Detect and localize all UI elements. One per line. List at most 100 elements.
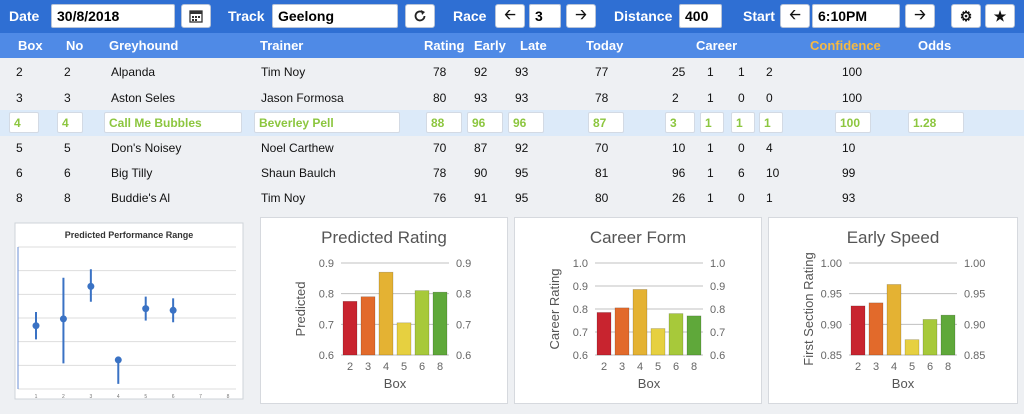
- col-greyhound[interactable]: Greyhound: [109, 38, 179, 53]
- bar: [922, 319, 938, 356]
- x-tick-label: 8: [945, 361, 951, 373]
- cell-trainer: Shaun Baulch: [261, 166, 336, 180]
- x-tick-label: 3: [89, 394, 92, 400]
- early-speed-panel: Early Speed 0.85 0.85 0.90 0.90 0.95 0.95 1.00…: [768, 217, 1018, 404]
- favorite-button[interactable]: ★: [985, 4, 1015, 28]
- cell-rating: 70: [433, 141, 447, 155]
- cell-trainer[interactable]: Beverley Pell: [254, 112, 400, 133]
- cell-box[interactable]: 4: [9, 112, 39, 133]
- calendar-button[interactable]: [181, 4, 211, 28]
- bar: [342, 301, 358, 356]
- cell-no[interactable]: 4: [57, 112, 83, 133]
- table-row[interactable]: 3 3 Aston Seles Jason Formosa 80 93 93 78 2 1 0 0 10…: [0, 85, 1024, 111]
- col-confidence[interactable]: Confidence: [810, 38, 881, 53]
- data-point: [114, 356, 122, 364]
- race-label: Race: [453, 8, 487, 24]
- cell-trainer: Tim Noy: [261, 65, 306, 79]
- cell-greyhound[interactable]: Call Me Bubbles: [104, 112, 242, 133]
- cell-box: 2: [16, 65, 23, 79]
- gear-icon: ⚙: [959, 7, 973, 24]
- early-speed-title: Early Speed: [846, 228, 940, 247]
- col-box[interactable]: Box: [18, 38, 43, 53]
- table-row[interactable]: 2 2 Alpanda Tim Noy 78 92 93 77 25 1 1 2 100: [0, 59, 1024, 85]
- career-form-chart: 0.6 0.6 0.7 0.7 0.8 0.8 0.9 0.9 1.0 1.0 2 3 4 5 6 8 Box C…: [547, 258, 725, 391]
- race-field[interactable]: 3: [529, 4, 561, 28]
- x-tick-label: 6: [927, 361, 933, 373]
- bar: [650, 328, 666, 356]
- star-icon: ★: [993, 7, 1007, 24]
- race-next-button[interactable]: 🡢: [566, 4, 596, 28]
- cell-today[interactable]: 87: [588, 112, 624, 133]
- cell-career-starts[interactable]: 3: [665, 112, 695, 133]
- col-career[interactable]: Career: [696, 38, 738, 53]
- date-field[interactable]: 30/8/2018: [51, 4, 175, 28]
- table-row[interactable]: 8 8 Buddie's Al Tim Noy 76 91 95 80 26 1 0 1 93: [0, 185, 1024, 211]
- y-tick-label: 0.7: [573, 327, 588, 339]
- x-tick-label: 4: [383, 361, 389, 373]
- y-tick-label: 1.00: [821, 258, 842, 270]
- x-tick-label: 4: [117, 394, 120, 400]
- col-early[interactable]: Early: [474, 38, 506, 53]
- bar: [868, 302, 884, 356]
- settings-button[interactable]: ⚙: [951, 4, 981, 28]
- cell-early[interactable]: 96: [467, 112, 503, 133]
- refresh-button[interactable]: [405, 4, 435, 28]
- arrow-right-icon: 🡢: [914, 6, 926, 22]
- start-field[interactable]: 6:10PM: [812, 4, 900, 28]
- x-tick-label: 7: [199, 394, 202, 400]
- data-point: [169, 306, 177, 314]
- x-tick-label: 1: [35, 394, 38, 400]
- cell-rating[interactable]: 88: [426, 112, 462, 133]
- start-next-button[interactable]: 🡢: [905, 4, 935, 28]
- cell-career-seconds[interactable]: 1: [731, 112, 755, 133]
- toolbar: Date 30/8/2018 Track Geelong Race 🡠 3 🡢 …: [0, 0, 1024, 33]
- track-field[interactable]: Geelong: [272, 4, 398, 28]
- y-tick-label: 0.95: [821, 289, 842, 301]
- table-row[interactable]: 5 5 Don's Noisey Noel Carthew 70 87 92 70 10 1 0 4 1…: [0, 135, 1024, 161]
- race-prev-button[interactable]: 🡠: [495, 4, 525, 28]
- col-trainer[interactable]: Trainer: [260, 38, 304, 53]
- x-tick-label: 2: [347, 361, 353, 373]
- x-tick-label: 3: [365, 361, 371, 373]
- cell-late: 95: [515, 191, 529, 205]
- distance-field[interactable]: 400: [679, 4, 722, 28]
- cell-confidence: 100: [842, 65, 863, 79]
- col-rating[interactable]: Rating: [424, 38, 465, 53]
- x-axis-label: Box: [892, 376, 915, 391]
- col-late[interactable]: Late: [520, 38, 547, 53]
- cell-rating: 78: [433, 166, 447, 180]
- col-no[interactable]: No: [66, 38, 84, 53]
- bar: [614, 307, 630, 356]
- cell-today: 78: [595, 91, 609, 105]
- cell-greyhound: Buddie's Al: [111, 191, 170, 205]
- cell-late: 93: [515, 65, 529, 79]
- y-tick-label: 0.9: [573, 281, 588, 293]
- cell-confidence[interactable]: 100: [835, 112, 871, 133]
- chart-title: Predicted Performance Range: [65, 230, 194, 240]
- cell-confidence: 99: [842, 166, 856, 180]
- y-tick-label: 0.8: [319, 289, 334, 301]
- table-row[interactable]: 4 4 Call Me Bubbles Beverley Pell 88 96 96 87 3 1…: [0, 110, 1024, 136]
- cell-trainer: Jason Formosa: [261, 91, 344, 105]
- cell-career-thirds[interactable]: 1: [759, 112, 783, 133]
- predicted-rating-chart: 0.6 0.6 0.7 0.7 0.8 0.8 0.9 0.9 2 3 4 5 6 8 Box Predict…: [293, 258, 471, 391]
- col-today[interactable]: Today: [586, 38, 624, 53]
- cell-odds[interactable]: 1.28: [908, 112, 964, 133]
- start-prev-button[interactable]: 🡠: [780, 4, 810, 28]
- cell-greyhound: Alpanda: [111, 65, 156, 79]
- cell-early: 91: [474, 191, 488, 205]
- cell-late[interactable]: 96: [508, 112, 544, 133]
- y2-tick-label: 0.6: [710, 350, 725, 362]
- table-row[interactable]: 6 6 Big Tilly Shaun Baulch 78 90 95 81 96 1 6 10 99: [0, 160, 1024, 186]
- y2-tick-label: 0.8: [456, 289, 471, 301]
- cell-career-wins[interactable]: 1: [700, 112, 724, 133]
- cell-career-thirds: 4: [766, 141, 773, 155]
- cell-career-starts: 10: [672, 141, 686, 155]
- col-odds[interactable]: Odds: [918, 38, 952, 53]
- cell-career-starts: 96: [672, 166, 686, 180]
- cell-early: 87: [474, 141, 488, 155]
- bar: [686, 315, 702, 356]
- bar: [360, 296, 376, 356]
- cell-today: 70: [595, 141, 609, 155]
- cell-today: 77: [595, 65, 609, 79]
